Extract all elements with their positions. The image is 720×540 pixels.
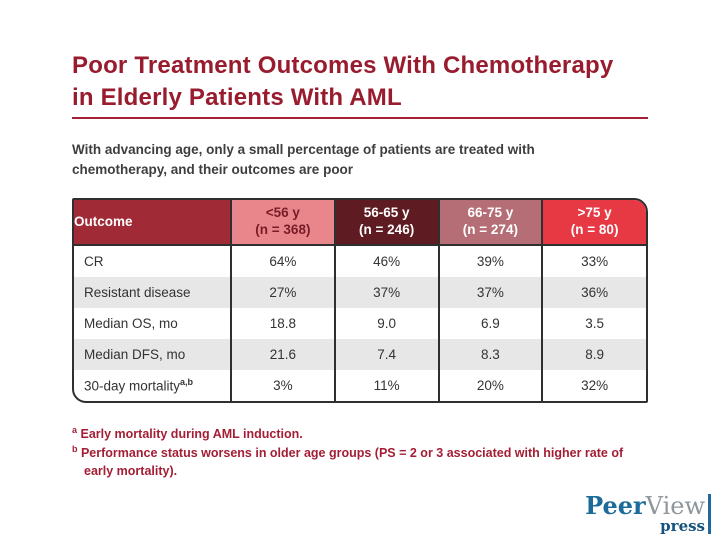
table-cell: 64% [230,245,335,277]
logo-vertical-bar [708,494,711,534]
table-cell: 33% [541,245,646,277]
table-cell: 11% [333,370,439,401]
peerview-press-logo: PeerView press [585,494,711,534]
title-line-1: Poor Treatment Outcomes With Chemotherap… [72,52,614,79]
table-cell: 6.9 [437,308,543,339]
table-cell: 27% [230,277,335,308]
subtitle: With advancing age, only a small percent… [72,140,632,179]
logo-press: press [660,517,705,535]
footnote-a-marker: a [72,425,78,435]
footnote-b: b Performance status worsens in older ag… [72,443,632,480]
table-header-row: Outcome <56 y (n = 368) 56-65 y (n = 246) 66… [74,200,646,246]
row-label: Resistant disease [84,285,191,300]
row-label: 30-day mortalitya,b [84,377,194,394]
footnote-b-text: Performance status worsens in older age … [77,446,624,478]
table-cell: 8.3 [437,339,543,370]
table-cell: 3.5 [541,308,646,339]
logo-peer: Peer [585,491,646,520]
title-line-2: in Elderly Patients With AML [72,83,402,111]
row-label: CR [84,254,104,269]
table-row: Median OS, mo 18.8 9.0 6.9 3.5 [74,308,646,339]
subtitle-line-2: chemotherapy, and their outcomes are poo… [72,161,354,177]
table-row: 30-day mortalitya,b 3% 11% 20% 32% [74,370,646,401]
logo-wordmark: PeerView [585,491,705,520]
footnote-a-text: Early mortality during AML induction. [77,427,303,442]
footnote-a: a Early mortality during AML induction. [72,424,632,443]
table-cell: 46% [333,245,439,277]
footnotes: a Early mortality during AML induction. … [72,424,632,480]
column-header-0: <56 y (n = 368) [230,200,335,246]
table-cell: 32% [541,370,646,401]
table-cell: 18.8 [230,308,335,339]
table-row: Median DFS, mo 21.6 7.4 8.3 8.9 [74,339,646,370]
table-cell: 39% [437,245,543,277]
subtitle-line-1: With advancing age, only a small percent… [72,142,535,157]
table-cell: 20% [437,370,543,401]
table-cell: 7.4 [333,339,439,370]
table-row: CR 64% 46% 39% 33% [74,245,646,277]
outcomes-table: Outcome <56 y (n = 368) 56-65 y (n = 246) 66… [72,198,648,403]
logo-text: PeerView press [585,494,708,534]
logo-view: View [645,492,705,520]
table-row: Resistant disease 27% 37% 37% 36% [74,277,646,308]
row-label: Median OS, mo [84,316,178,331]
table-cell: 3% [230,370,335,401]
title-underline [72,117,648,119]
table-cell: 21.6 [230,339,335,370]
column-header-1: 56-65 y (n = 246) [333,200,439,246]
table-cell: 37% [437,277,543,308]
table-cell: 8.9 [541,339,646,370]
column-header-outcome: Outcome [74,200,231,246]
page-title: Poor Treatment Outcomes With Chemotherap… [72,50,672,114]
table-cell: 37% [333,277,439,308]
row-label: Median DFS, mo [84,347,186,362]
table-body: CR 64% 46% 39% 33% Resistant disease 27% 37% 37%… [74,245,646,401]
table-cell: 36% [541,277,646,308]
column-header-2: 66-75 y (n = 274) [437,200,543,246]
footnote-b-marker: b [72,444,78,455]
table-cell: 9.0 [333,308,439,339]
column-header-3: >75 y (n = 80) [541,200,646,246]
